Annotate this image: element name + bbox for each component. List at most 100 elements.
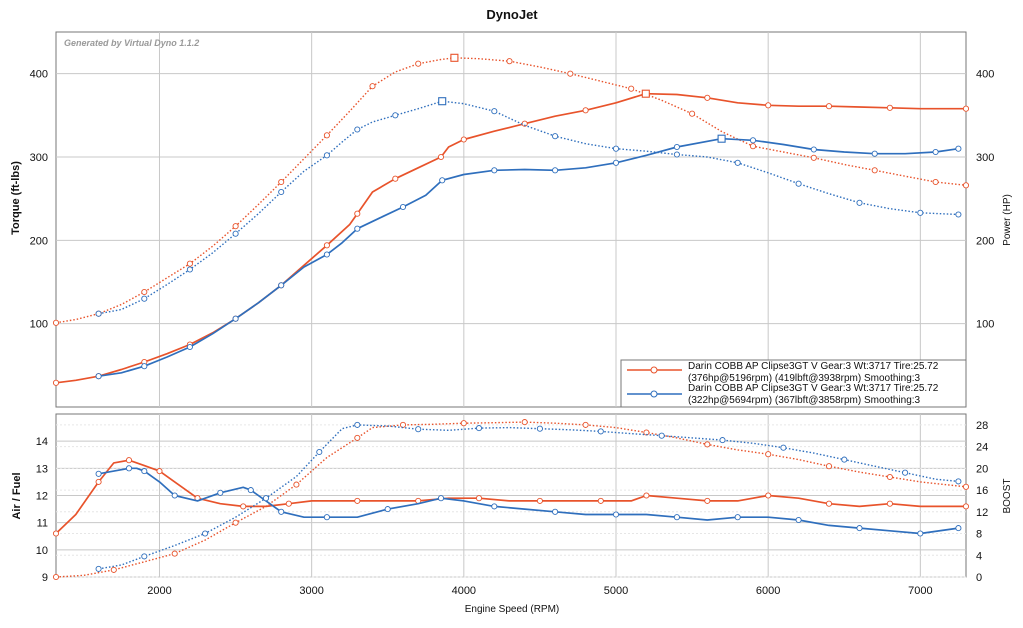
boost-tick-label: 28 — [976, 420, 988, 432]
boost-red-point — [704, 441, 711, 448]
bottom-series-group — [52, 419, 970, 581]
boost-blue-point — [658, 432, 665, 439]
boost-red-point — [293, 481, 300, 488]
power-red-point — [962, 105, 970, 112]
power-red-point — [354, 210, 361, 217]
boost-red-point — [52, 573, 60, 581]
air-fuel-red-point — [886, 500, 893, 507]
rpm-tick-label: 6000 — [756, 585, 780, 597]
power-red-point — [704, 94, 711, 101]
air-fuel-blue-point — [734, 514, 741, 521]
torque-red-point — [369, 83, 376, 90]
power-blue-peak-marker — [717, 134, 726, 143]
rpm-tick-label: 3000 — [299, 585, 323, 597]
torque-red-point — [962, 182, 970, 189]
torque-tick-label: 100 — [30, 319, 48, 331]
boost-red-point — [110, 566, 117, 573]
torque-red-point — [749, 143, 757, 150]
torque-blue-point — [917, 209, 924, 216]
air-fuel-blue-point — [552, 508, 559, 515]
legend-blue-line1: Darin COBB AP Clipse3GT V Gear:3 Wt:3717… — [688, 383, 939, 394]
air-fuel-blue-point — [384, 506, 391, 513]
air-fuel-red-point — [536, 497, 543, 504]
boost-red-point — [399, 421, 407, 428]
boost-blue-point — [316, 448, 323, 456]
air-fuel-tick-label: 12 — [36, 491, 48, 503]
power-axis-label: Power (HP) — [1002, 194, 1013, 246]
bottom-left-axis: 9 10 11 12 13 14 — [36, 436, 48, 584]
torque-blue-point — [354, 126, 361, 133]
boost-red-point — [886, 473, 893, 481]
torque-red-point — [628, 85, 635, 92]
power-red-point — [437, 153, 445, 161]
air-fuel-tick-label: 9 — [42, 572, 48, 584]
torque-red-point — [932, 178, 939, 186]
air-fuel-blue-point — [217, 489, 224, 496]
torque-red-point — [567, 70, 574, 77]
power-red-point — [886, 104, 893, 111]
power-blue-point — [955, 145, 962, 152]
power-red-peak-marker — [641, 89, 650, 98]
torque-blue-point — [186, 266, 193, 273]
torque-tick-label: 200 — [30, 235, 48, 247]
boost-red-point — [354, 434, 361, 441]
boost-blue-point — [780, 444, 787, 451]
power-blue-point — [323, 251, 330, 258]
air-fuel-tick-label: 11 — [37, 518, 48, 530]
top-left-axis: 100 200 300 400 — [30, 69, 48, 331]
power-blue-point — [278, 282, 285, 289]
boost-blue-point — [415, 426, 422, 433]
torque-red-point — [689, 110, 696, 117]
air-fuel-red-point — [643, 492, 650, 499]
boost-blue-point — [955, 478, 962, 485]
power-blue-point — [749, 137, 757, 144]
air-fuel-red-point — [962, 503, 970, 510]
boost-red-point — [582, 421, 589, 428]
boost-blue-point — [95, 565, 102, 572]
air-fuel-blue-point — [917, 530, 924, 537]
power-blue-point — [673, 143, 680, 151]
air-fuel-tick-label: 10 — [36, 545, 48, 557]
power-blue-point — [95, 373, 102, 380]
torque-red-point — [278, 178, 285, 186]
legend-entry-blue: Darin COBB AP Clipse3GT V Gear:3 Wt:3717… — [627, 383, 939, 406]
x-axis: 2000 3000 4000 5000 6000 7000 — [147, 585, 932, 597]
power-tick-label: 400 — [976, 69, 994, 81]
boost-blue-point — [841, 456, 848, 463]
power-tick-label: 300 — [976, 152, 994, 164]
boost-blue-point — [354, 421, 361, 428]
torque-blue-peak-marker — [438, 97, 447, 106]
torque-red-peak-marker — [450, 53, 459, 62]
x-axis-label: Engine Speed (RPM) — [465, 604, 560, 615]
power-tick-label: 200 — [976, 235, 994, 247]
bottom-right-axis: 0 4 8 12 16 20 24 28 — [976, 420, 988, 584]
legend-blue-line2: (322hp@5694rpm) (367lbft@3858rpm) Smooth… — [688, 395, 921, 406]
air-fuel-blue-point — [856, 525, 863, 532]
boost-tick-label: 12 — [976, 507, 988, 519]
boost-red-point — [171, 550, 178, 557]
boost-tick-label: 24 — [976, 442, 988, 454]
torque-red-line — [55, 57, 967, 324]
torque-blue-point — [392, 112, 399, 119]
torque-blue-point — [795, 180, 802, 187]
boost-blue-point — [262, 495, 270, 502]
boost-blue-point — [536, 425, 543, 432]
legend-box — [620, 359, 967, 408]
air-fuel-blue-point — [795, 516, 802, 524]
power-tick-label: 100 — [976, 319, 994, 331]
boost-tick-label: 20 — [976, 463, 988, 475]
power-blue-point — [552, 167, 559, 174]
air-fuel-blue-point — [141, 468, 148, 475]
boost-red-point — [521, 419, 528, 426]
boost-red-point — [460, 420, 467, 427]
power-red-point — [765, 102, 772, 109]
torque-blue-point — [734, 159, 741, 166]
torque-blue-point — [491, 108, 498, 115]
air-fuel-tick-label: 13 — [36, 463, 48, 475]
rpm-tick-label: 2000 — [147, 585, 171, 597]
torque-axis-label: Torque (ft-lbs) — [10, 161, 22, 235]
boost-tick-label: 4 — [976, 550, 982, 562]
air-fuel-blue-point — [955, 525, 962, 532]
torque-red-point — [506, 58, 513, 65]
torque-blue-point — [278, 188, 285, 196]
